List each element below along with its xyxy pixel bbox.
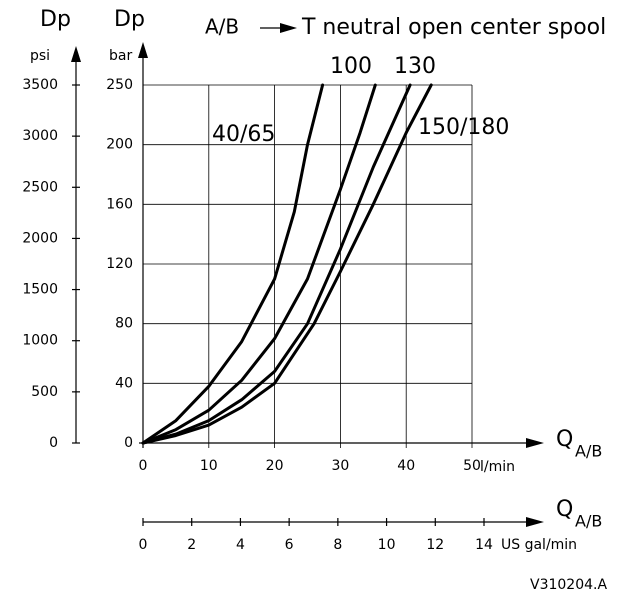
x2-tick-label: 8: [333, 537, 342, 553]
curve-label: 100: [330, 54, 372, 79]
y2-label: Dp: [40, 7, 71, 32]
x2-tick-label: 2: [187, 537, 196, 553]
x-tick-label: 0: [139, 458, 148, 474]
x2-tick-label: 14: [475, 537, 493, 553]
y2-axis-arrow: [71, 46, 81, 62]
y2-tick-label: 1500: [22, 282, 58, 298]
curve-label: 40/65: [212, 122, 275, 147]
x-tick-label: 20: [266, 458, 284, 474]
y2-tick-label: 3500: [22, 77, 58, 93]
y-tick-label: 40: [115, 375, 133, 391]
y-label: Dp: [114, 7, 145, 32]
footnote: V310204.A: [530, 577, 607, 593]
y-tick-label: 120: [106, 256, 133, 272]
curve-label: 130: [394, 54, 436, 79]
x2-label-sub: A/B: [575, 512, 602, 531]
y2-tick-label: 0: [49, 435, 58, 451]
x2-unit: US gal/min: [501, 537, 577, 553]
x-label-sub: A/B: [575, 442, 602, 461]
curve: [141, 83, 433, 445]
y2-tick-label: 3000: [22, 128, 58, 144]
x-tick-label: 50: [463, 458, 481, 474]
y2-tick-label: 2000: [22, 230, 58, 246]
curve: [141, 83, 377, 445]
x2-tick-label: 4: [236, 537, 245, 553]
title-prefix: A/B: [205, 15, 239, 39]
y-tick-label: 80: [115, 316, 133, 332]
y-tick-label: 250: [106, 77, 133, 93]
x-axis-arrow: [526, 438, 544, 448]
curve: [141, 83, 325, 445]
x2-tick-label: 0: [139, 537, 148, 553]
x2-tick-label: 6: [285, 537, 294, 553]
chart-title: T neutral open center spool: [301, 15, 606, 40]
curve: [141, 83, 412, 445]
x2-tick-label: 10: [378, 537, 396, 553]
x-unit: l/min: [480, 459, 515, 475]
y-tick-label: 160: [106, 196, 133, 212]
x-tick-label: 40: [397, 458, 415, 474]
curve-label: 150/180: [418, 115, 509, 140]
y-axis-arrow: [138, 42, 148, 58]
title-arrow-head: [280, 23, 297, 33]
y-tick-label: 200: [106, 137, 133, 153]
x-tick-label: 30: [331, 458, 349, 474]
y2-unit: psi: [30, 48, 50, 64]
x-label: Q: [556, 427, 573, 452]
x2-axis-arrow: [526, 517, 544, 527]
y2-tick-label: 1000: [22, 333, 58, 349]
x-tick-label: 10: [200, 458, 218, 474]
y-unit: bar: [109, 48, 132, 64]
x2-label: Q: [556, 497, 573, 522]
y-tick-label: 0: [124, 435, 133, 451]
y2-tick-label: 500: [31, 384, 58, 400]
x2-tick-label: 12: [426, 537, 444, 553]
y2-tick-label: 2500: [22, 179, 58, 195]
